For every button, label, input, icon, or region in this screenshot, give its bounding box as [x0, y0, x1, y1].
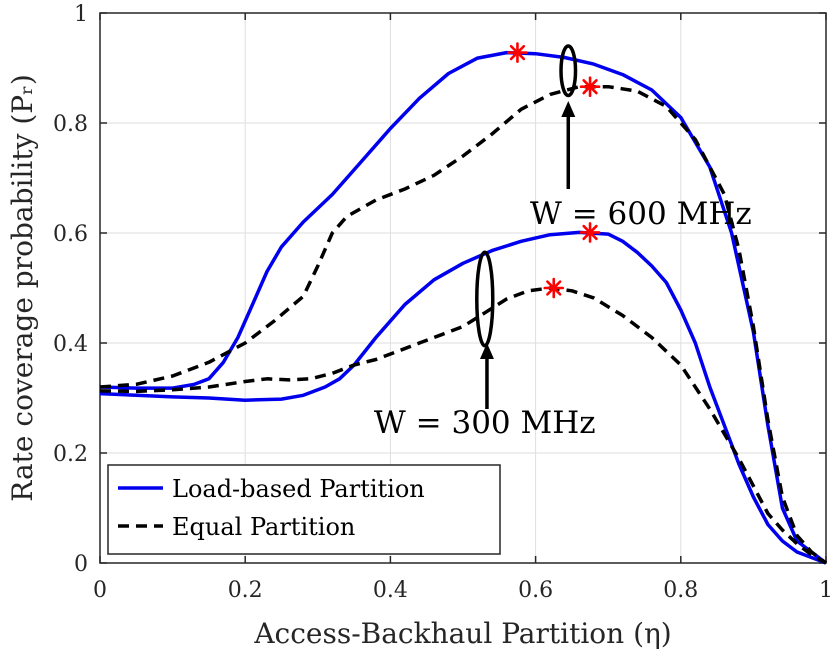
x-tick-label: 1: [819, 578, 830, 603]
y-tick-label: 0.6: [53, 222, 88, 247]
y-tick-label: 0: [74, 552, 88, 577]
series-line-equal-300mhz: [99, 286, 827, 565]
group-ellipse-300mhz: [475, 250, 495, 348]
x-axis-title: Access-Backhaul Partition (η): [253, 617, 671, 650]
annotation-layer: [475, 44, 578, 409]
y-tick-label: 1: [74, 2, 88, 27]
optimum-marker-300mhz-equal: [543, 277, 565, 299]
annotation-arrowhead-600mhz: [561, 101, 576, 117]
legend: Load-based Partition Equal Partition: [107, 464, 501, 555]
x-tick-label: 0.2: [228, 578, 263, 603]
y-tick-label: 0.8: [53, 112, 88, 137]
optimum-marker-600mhz-load-based: [507, 42, 528, 63]
marker-stroke: [582, 79, 598, 95]
ticks: [99, 12, 827, 564]
optimum-marker-600mhz-equal: [579, 76, 601, 97]
tick-labels: 0 0.2 0.4 0.6 0.8 1 0 0.2 0.4 0.6 0.8 1: [53, 2, 830, 603]
annotation-label-300mhz: W = 300 MHz: [374, 405, 596, 441]
legend-label-equal: Equal Partition: [172, 513, 355, 541]
optimum-marker-300mhz-load-based: [579, 222, 601, 243]
marker-layer: [507, 42, 601, 299]
series-layer: [99, 50, 828, 565]
y-tick-label: 0.2: [53, 442, 88, 467]
legend-box: [107, 464, 501, 555]
y-tick-label: 0.4: [53, 332, 88, 357]
x-tick-label: 0.6: [518, 578, 553, 603]
legend-label-load-based: Load-based Partition: [172, 475, 425, 503]
x-tick-label: 0.8: [663, 578, 698, 603]
marker-stroke: [546, 280, 562, 296]
plot-frame: [99, 12, 827, 564]
x-tick-label: 0.4: [373, 578, 408, 603]
series-line-equal-600mhz: [99, 84, 828, 565]
x-tick-label: 0: [93, 578, 107, 603]
annotation-label-600mhz: W = 600 MHz: [530, 196, 752, 232]
marker-stroke: [582, 224, 598, 241]
marker-stroke: [509, 44, 526, 61]
group-ellipse-600mhz: [559, 44, 578, 98]
annotation-arrowhead-300mhz: [479, 343, 494, 359]
series-line-load-based-300mhz: [99, 230, 827, 565]
y-axis-title: Rate coverage probability (Pᵣ): [6, 74, 39, 502]
